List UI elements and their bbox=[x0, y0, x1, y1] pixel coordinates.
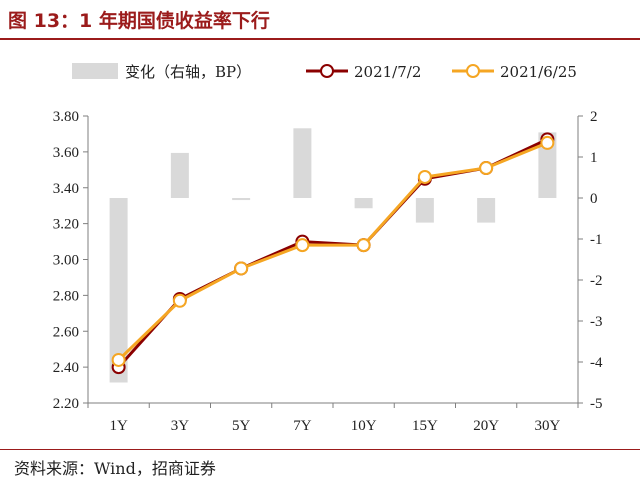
point-2021/6/25-5Y bbox=[234, 261, 249, 276]
legend-marker bbox=[466, 64, 480, 78]
left-tick-label: 3.40 bbox=[53, 181, 79, 197]
right-tick-label: -5 bbox=[590, 396, 603, 412]
legend-line-label: 2021/7/2 bbox=[354, 63, 421, 81]
right-tick-label: -1 bbox=[590, 232, 603, 248]
source-divider bbox=[0, 449, 640, 450]
yield-chart: 变化（右轴，BP） 2021/7/2 2021/6/25 2.202.402.602… bbox=[53, 63, 603, 434]
change-bars bbox=[109, 128, 557, 383]
x-tick-label: 3Y bbox=[171, 418, 190, 434]
left-tick-label: 2.60 bbox=[53, 324, 79, 340]
bar-10Y bbox=[354, 198, 373, 209]
point-2021/6/25-30Y bbox=[540, 135, 555, 150]
x-tick-label: 10Y bbox=[351, 418, 377, 434]
left-tick-label: 3.80 bbox=[53, 109, 79, 125]
bar-20Y bbox=[477, 198, 496, 223]
point-2021/6/25-15Y bbox=[417, 169, 432, 184]
x-tick-label: 5Y bbox=[232, 418, 251, 434]
left-tick-label: 2.40 bbox=[53, 360, 79, 376]
right-tick-label: 1 bbox=[590, 150, 598, 166]
left-tick-label: 2.80 bbox=[53, 288, 79, 304]
point-2021/6/25-7Y bbox=[295, 238, 310, 253]
right-tick-label: 2 bbox=[590, 109, 598, 125]
left-tick-label: 3.00 bbox=[53, 253, 79, 269]
bar-1Y bbox=[109, 198, 128, 383]
legend-bar-swatch bbox=[72, 63, 118, 79]
bar-3Y bbox=[170, 152, 189, 198]
left-tick-label: 2.20 bbox=[53, 396, 79, 412]
bar-15Y bbox=[415, 198, 434, 223]
axes bbox=[83, 115, 583, 408]
legend-bar-label: 变化（右轴，BP） bbox=[125, 63, 251, 81]
bar-5Y bbox=[232, 198, 251, 201]
bar-30Y bbox=[538, 132, 557, 198]
point-2021/6/25-20Y bbox=[479, 161, 494, 176]
point-2021/6/25-3Y bbox=[172, 293, 187, 308]
yield-lines bbox=[111, 132, 555, 375]
right-tick-label: -2 bbox=[590, 273, 603, 289]
right-tick-label: 0 bbox=[590, 191, 598, 207]
left-tick-label: 3.20 bbox=[53, 217, 79, 233]
tick-labels: 2.20 2.40 2.60 2.80 3.00 3.20 3.40 3.60 3.80 -5 -4… bbox=[53, 109, 603, 434]
right-tick-label: -3 bbox=[590, 314, 603, 330]
title-divider bbox=[0, 38, 640, 40]
x-tick-label: 7Y bbox=[293, 418, 312, 434]
point-2021/6/25-1Y bbox=[111, 352, 126, 367]
bar-7Y bbox=[293, 128, 312, 198]
right-tick-label: -4 bbox=[590, 355, 603, 371]
legend-marker bbox=[320, 64, 334, 78]
point-2021/6/25-10Y bbox=[356, 238, 371, 253]
legend-line-label: 2021/6/25 bbox=[500, 63, 577, 81]
x-tick-label: 20Y bbox=[473, 418, 499, 434]
x-tick-label: 15Y bbox=[412, 418, 438, 434]
x-tick-label: 30Y bbox=[534, 418, 560, 434]
legend: 变化（右轴，BP） 2021/7/2 2021/6/25 bbox=[72, 63, 577, 81]
line-2021/6/25 bbox=[117, 141, 548, 362]
chart-title: 图 13：1 年期国债收益率下行 bbox=[8, 10, 270, 32]
source-note: 资料来源：Wind，招商证券 bbox=[14, 459, 216, 478]
left-tick-label: 3.60 bbox=[53, 145, 79, 161]
x-tick-label: 1Y bbox=[109, 418, 128, 434]
